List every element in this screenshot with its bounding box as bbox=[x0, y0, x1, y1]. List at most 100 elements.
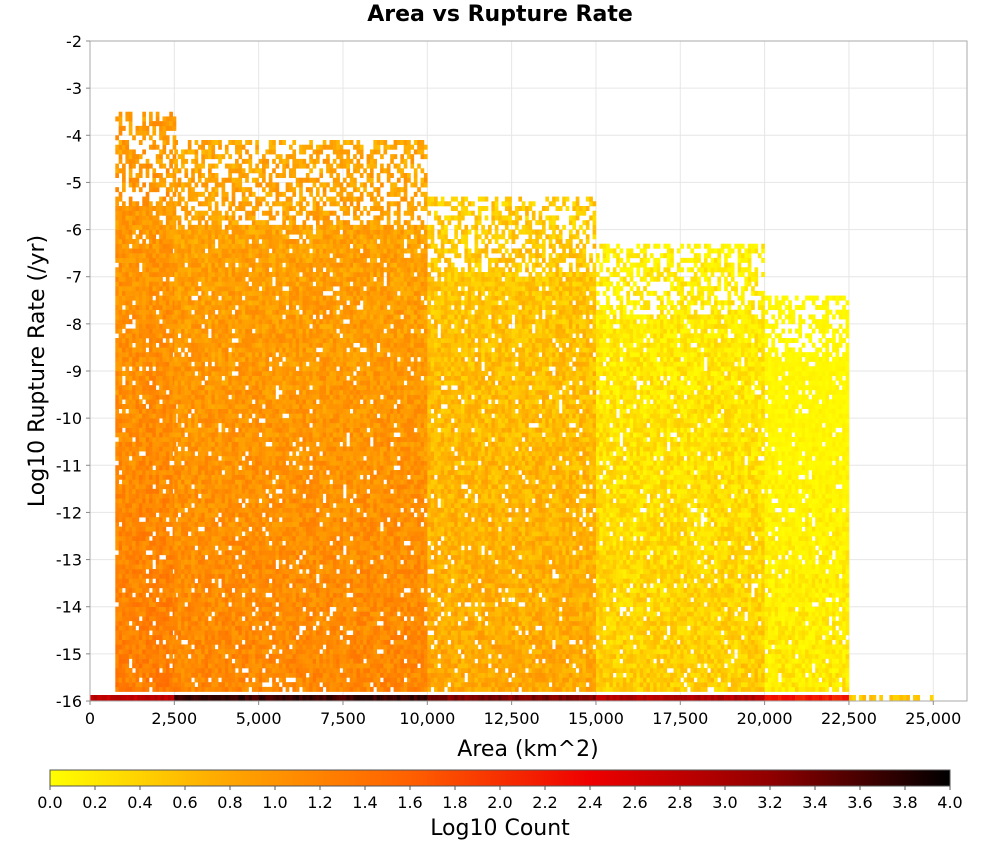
heatmap-cell bbox=[159, 352, 163, 357]
heatmap-cell bbox=[132, 611, 136, 616]
heatmap-cell bbox=[129, 437, 133, 442]
heatmap-cell bbox=[245, 272, 249, 277]
heatmap-cell bbox=[119, 489, 123, 494]
heatmap-cell bbox=[181, 305, 185, 310]
heatmap-cell bbox=[245, 550, 249, 555]
heatmap-cell bbox=[259, 630, 263, 635]
heatmap-cell bbox=[198, 512, 202, 517]
heatmap-cell bbox=[149, 404, 153, 409]
heatmap-cell bbox=[139, 494, 143, 499]
heatmap-cell bbox=[218, 211, 222, 216]
heatmap-cell bbox=[269, 654, 273, 659]
heatmap-cell bbox=[205, 296, 209, 301]
heatmap-cell bbox=[245, 291, 249, 296]
heatmap-cell bbox=[119, 319, 123, 324]
heatmap-cell bbox=[152, 677, 156, 682]
heatmap-cell bbox=[242, 201, 246, 206]
heatmap-cell bbox=[215, 484, 219, 489]
heatmap-cell bbox=[163, 390, 167, 395]
heatmap-cell bbox=[208, 522, 212, 527]
heatmap-cell bbox=[136, 211, 140, 216]
heatmap-cell bbox=[136, 329, 140, 334]
heatmap-cell bbox=[252, 531, 256, 536]
heatmap-cell bbox=[225, 399, 229, 404]
heatmap-cell bbox=[215, 446, 219, 451]
heatmap-cell bbox=[142, 611, 146, 616]
heatmap-cell bbox=[252, 234, 256, 239]
heatmap-cell bbox=[262, 277, 266, 282]
heatmap-cell bbox=[188, 362, 192, 367]
heatmap-cell bbox=[136, 418, 140, 423]
heatmap-cell bbox=[142, 649, 146, 654]
heatmap-cell bbox=[195, 470, 199, 475]
heatmap-cell bbox=[132, 357, 136, 362]
heatmap-cell bbox=[205, 357, 209, 362]
heatmap-cell bbox=[211, 475, 215, 480]
heatmap-cell bbox=[122, 234, 126, 239]
heatmap-cell bbox=[259, 347, 263, 352]
heatmap-cell bbox=[249, 305, 253, 310]
heatmap-cell bbox=[163, 300, 167, 305]
heatmap-cell bbox=[146, 390, 150, 395]
heatmap-cell bbox=[156, 475, 160, 480]
heatmap-cell bbox=[163, 456, 167, 461]
heatmap-cell bbox=[259, 253, 263, 258]
heatmap-cell bbox=[222, 626, 226, 631]
heatmap-cell bbox=[129, 258, 133, 263]
heatmap-cell bbox=[149, 531, 153, 536]
heatmap-cell bbox=[188, 597, 192, 602]
heatmap-cell bbox=[146, 607, 150, 612]
heatmap-cell bbox=[184, 668, 188, 673]
heatmap-cell bbox=[262, 602, 266, 607]
heatmap-cell bbox=[249, 456, 253, 461]
heatmap-cell bbox=[272, 366, 276, 371]
heatmap-cell bbox=[142, 494, 146, 499]
heatmap-cell bbox=[115, 640, 119, 645]
heatmap-cell bbox=[142, 126, 146, 131]
heatmap-cell bbox=[242, 385, 246, 390]
heatmap-cell bbox=[163, 296, 167, 301]
heatmap-cell bbox=[136, 126, 140, 131]
heatmap-cell bbox=[129, 319, 133, 324]
heatmap-cell bbox=[132, 333, 136, 338]
heatmap-cell bbox=[122, 522, 126, 527]
heatmap-cell bbox=[163, 343, 167, 348]
heatmap-cell bbox=[249, 423, 253, 428]
heatmap-cell bbox=[184, 211, 188, 216]
heatmap-cell bbox=[122, 310, 126, 315]
heatmap-cell bbox=[125, 352, 129, 357]
heatmap-cell bbox=[142, 333, 146, 338]
heatmap-cell bbox=[125, 248, 129, 253]
heatmap-cell bbox=[242, 352, 246, 357]
heatmap-cell bbox=[242, 489, 246, 494]
heatmap-cell bbox=[259, 560, 263, 565]
heatmap-cell bbox=[215, 399, 219, 404]
heatmap-cell bbox=[181, 550, 185, 555]
heatmap-cell bbox=[255, 489, 259, 494]
heatmap-cell bbox=[132, 522, 136, 527]
heatmap-cell bbox=[242, 673, 246, 678]
heatmap-cell bbox=[142, 644, 146, 649]
heatmap-cell bbox=[195, 456, 199, 461]
heatmap-cell bbox=[235, 182, 239, 187]
heatmap-cell bbox=[136, 578, 140, 583]
heatmap-cell bbox=[152, 286, 156, 291]
heatmap-cell bbox=[181, 300, 185, 305]
heatmap-cell bbox=[174, 644, 178, 649]
heatmap-cell bbox=[132, 489, 136, 494]
heatmap-cell bbox=[139, 164, 143, 169]
heatmap-cell bbox=[225, 352, 229, 357]
heatmap-cell bbox=[125, 484, 129, 489]
heatmap-cell bbox=[205, 465, 209, 470]
heatmap-cell bbox=[259, 578, 263, 583]
heatmap-cell bbox=[245, 536, 249, 541]
heatmap-cell bbox=[188, 484, 192, 489]
heatmap-cell bbox=[255, 451, 259, 456]
heatmap-cell bbox=[252, 352, 256, 357]
heatmap-cell bbox=[119, 503, 123, 508]
heatmap-cell bbox=[215, 536, 219, 541]
heatmap-cell bbox=[245, 319, 249, 324]
heatmap-cell bbox=[208, 234, 212, 239]
heatmap-cell bbox=[142, 527, 146, 532]
heatmap-cell bbox=[262, 574, 266, 579]
